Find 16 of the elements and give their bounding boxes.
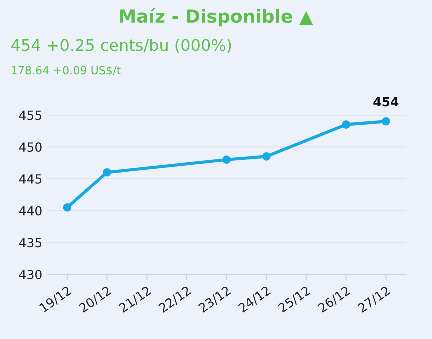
point: [63, 204, 72, 212]
y-tick-label: 445: [19, 174, 42, 184]
point: [103, 168, 112, 177]
point: [382, 117, 390, 126]
y-tick-label: 440: [19, 206, 42, 216]
y-tick-label: 455: [19, 110, 42, 120]
point: [222, 156, 231, 164]
y-tick-label: 450: [19, 142, 42, 152]
chart-title: Maíz - Disponible ▲: [120, 8, 314, 27]
y-tick-label: 430: [19, 270, 42, 280]
annotation: 454: [374, 97, 399, 107]
y-tick-label: 435: [19, 238, 42, 248]
point: [342, 120, 350, 129]
point: [262, 152, 271, 161]
chart-subtitle: 454 +0.25 cents/bu (000%): [12, 38, 232, 54]
text: 178.64 +0.09 US$/t: [12, 66, 121, 76]
